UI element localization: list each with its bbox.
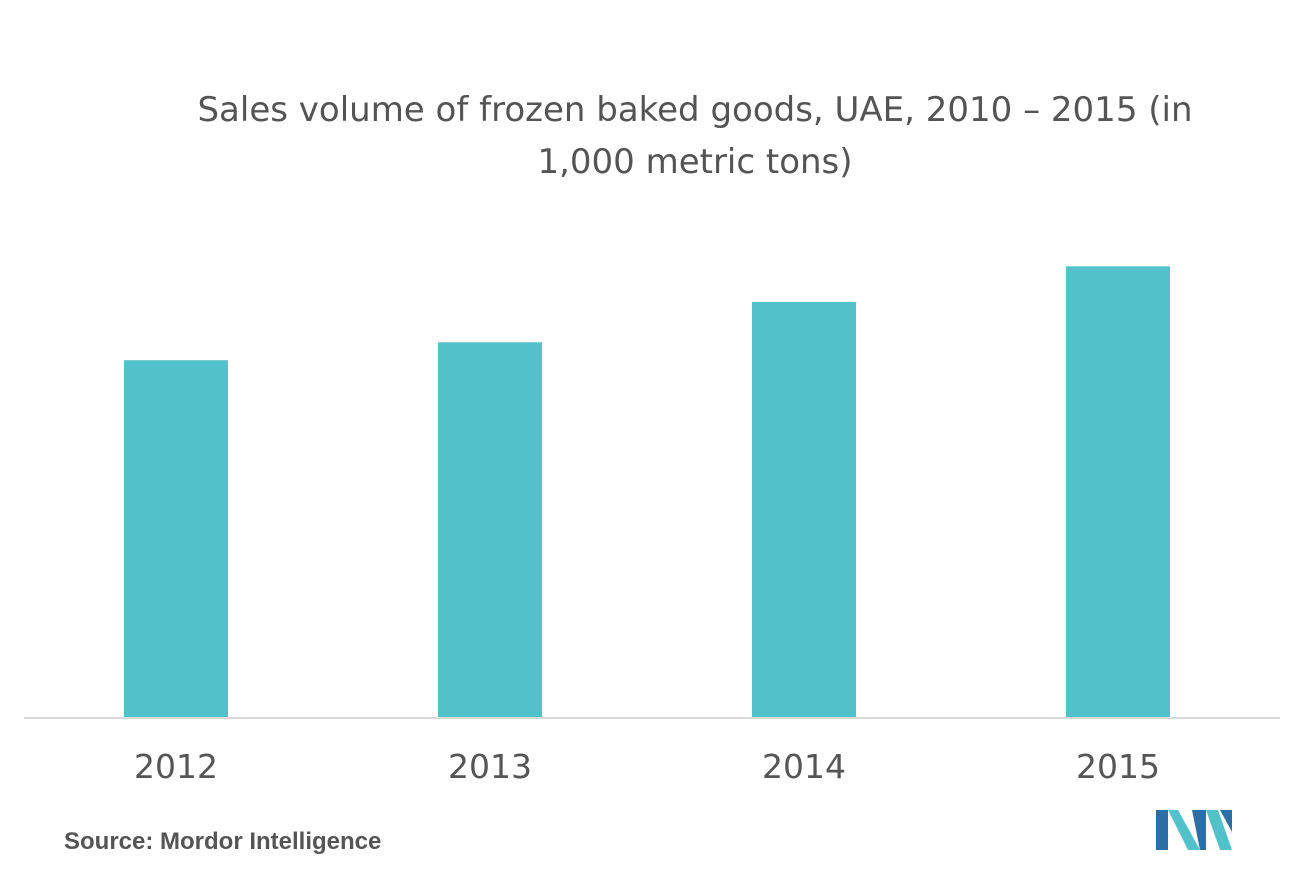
source-label: Source: Mordor Intelligence xyxy=(64,828,382,855)
x-tick-label-2012: 2012 xyxy=(134,747,218,786)
bar-2013 xyxy=(438,342,542,718)
bar-2012 xyxy=(124,360,228,718)
mordor-intelligence-logo-icon xyxy=(1156,810,1232,850)
chart-title: Sales volume of frozen baked goods, UAE,… xyxy=(197,90,1193,182)
x-tick-labels: 2012 2013 2014 2015 xyxy=(134,747,1160,786)
x-tick-label-2013: 2013 xyxy=(448,747,532,786)
x-tick-label-2014: 2014 xyxy=(762,747,846,786)
bars-group xyxy=(124,266,1170,718)
bar-2015 xyxy=(1066,266,1170,718)
x-tick-label-2015: 2015 xyxy=(1076,747,1160,786)
bar-2014 xyxy=(752,302,856,718)
